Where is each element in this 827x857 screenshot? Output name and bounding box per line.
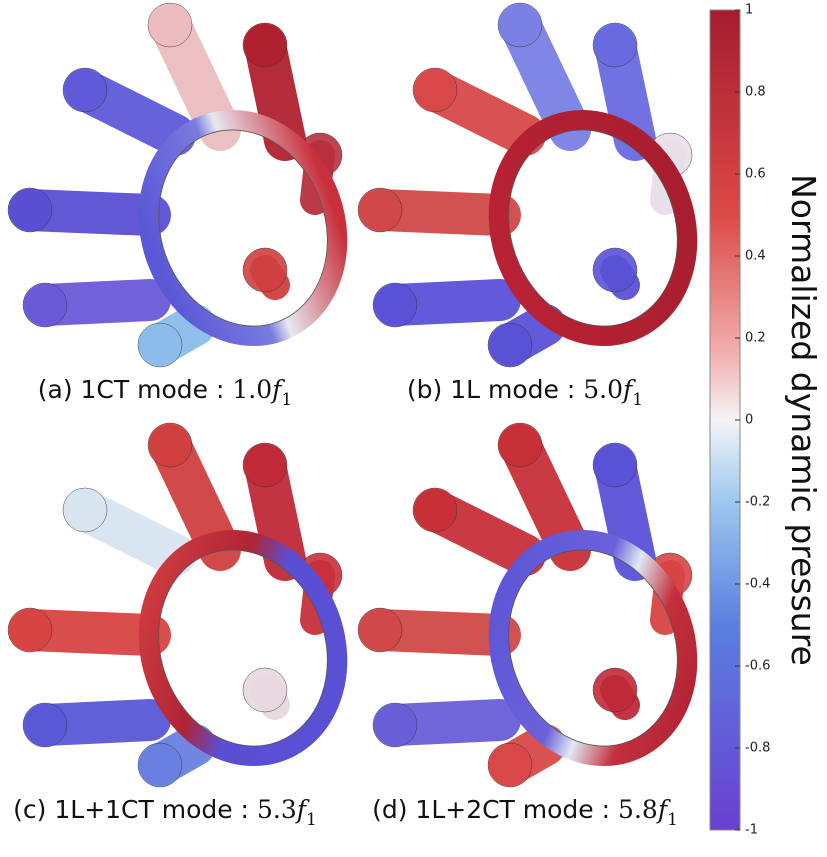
- tube-end: [242, 667, 288, 713]
- caption-text: (a) 1CT mode :: [38, 375, 225, 404]
- panel-caption: (c) 1L+1CT mode : 5.3f1: [13, 795, 317, 830]
- caption-factor: 5.0: [583, 375, 623, 404]
- tick-label: -0.6: [745, 659, 770, 674]
- colorbar-label: Normalized dynamic pressure: [784, 174, 823, 666]
- tube-end: [137, 742, 183, 788]
- caption-text: (d) 1L+2CT mode :: [372, 795, 610, 824]
- panel-caption: (a) 1CT mode :1.0f1: [38, 375, 292, 410]
- tick-label: -0.4: [745, 577, 770, 592]
- caption-factor: 5.8: [618, 795, 658, 824]
- caption-text: (c) 1L+1CT mode :: [13, 795, 249, 824]
- tube-end: [412, 487, 458, 533]
- tube-end: [147, 422, 193, 468]
- panel: (a) 1CT mode :1.0f1: [7, 2, 348, 410]
- panel: (d) 1L+2CT mode : 5.8f1: [357, 422, 698, 830]
- caption-symbol: f: [295, 795, 310, 824]
- tube-end: [487, 742, 533, 788]
- colorbar-ticks: 1 0.8 0.6 0.4 0.2 0 -0.2 -0.4 -0.6 -0.8 -1: [735, 3, 770, 838]
- tube-end: [147, 2, 193, 48]
- ring-edge: [158, 129, 328, 327]
- tube-end: [357, 607, 403, 653]
- tube-end: [62, 487, 108, 533]
- tick-label: -1: [745, 823, 758, 838]
- tube-end: [137, 322, 183, 368]
- caption-factor: 1.0: [232, 375, 272, 404]
- tube-end: [242, 22, 288, 68]
- tube-end: [372, 702, 418, 748]
- tube-end: [487, 322, 533, 368]
- ring-edge: [508, 549, 678, 747]
- caption-symbol: f: [270, 375, 285, 404]
- ring: [488, 109, 698, 347]
- caption-factor: 5.3: [257, 795, 297, 824]
- tube-end: [357, 187, 403, 233]
- tube-end: [372, 282, 418, 328]
- ring-edge: [158, 549, 328, 747]
- ring-edge: [508, 129, 678, 327]
- caption-subscript: 1: [306, 810, 317, 830]
- caption-symbol: f: [656, 795, 671, 824]
- panel: (c) 1L+1CT mode : 5.3f1: [7, 422, 348, 830]
- ring: [488, 529, 698, 767]
- tick-label: 0.2: [745, 331, 766, 346]
- tube-end: [22, 702, 68, 748]
- tube-end: [242, 442, 288, 488]
- tick-label: -0.8: [745, 741, 770, 756]
- caption-text: (b) 1L mode :: [407, 375, 575, 404]
- tick-label: 1: [745, 3, 753, 18]
- panel: (b) 1L mode : 5.0f1: [357, 2, 698, 410]
- panel-caption: (b) 1L mode : 5.0f1: [407, 375, 643, 410]
- tube-end: [412, 67, 458, 113]
- tube-end: [62, 67, 108, 113]
- ring: [138, 109, 348, 347]
- caption-subscript: 1: [667, 810, 678, 830]
- ring: [138, 529, 348, 767]
- tick-label: -0.2: [745, 495, 770, 510]
- tick-label: 0.8: [745, 85, 766, 100]
- tube-end: [592, 22, 638, 68]
- panel-caption: (d) 1L+2CT mode : 5.8f1: [372, 795, 678, 830]
- tube-end: [592, 667, 638, 713]
- tick-label: 0.6: [745, 167, 766, 182]
- tick-label: 0.4: [745, 249, 766, 264]
- caption-subscript: 1: [632, 390, 643, 410]
- tube-end: [7, 187, 53, 233]
- tube-end: [592, 442, 638, 488]
- tube-end: [242, 247, 288, 293]
- tube-end: [592, 247, 638, 293]
- caption-subscript: 1: [281, 390, 292, 410]
- panels: (a) 1CT mode :1.0f1 (b) 1L mode :5.0f1(c)…: [7, 2, 698, 830]
- caption-symbol: f: [621, 375, 636, 404]
- tick-label: 0: [745, 413, 753, 428]
- tube-end: [7, 607, 53, 653]
- tube-end: [497, 2, 543, 48]
- tube-end: [497, 422, 543, 468]
- tube-end: [22, 282, 68, 328]
